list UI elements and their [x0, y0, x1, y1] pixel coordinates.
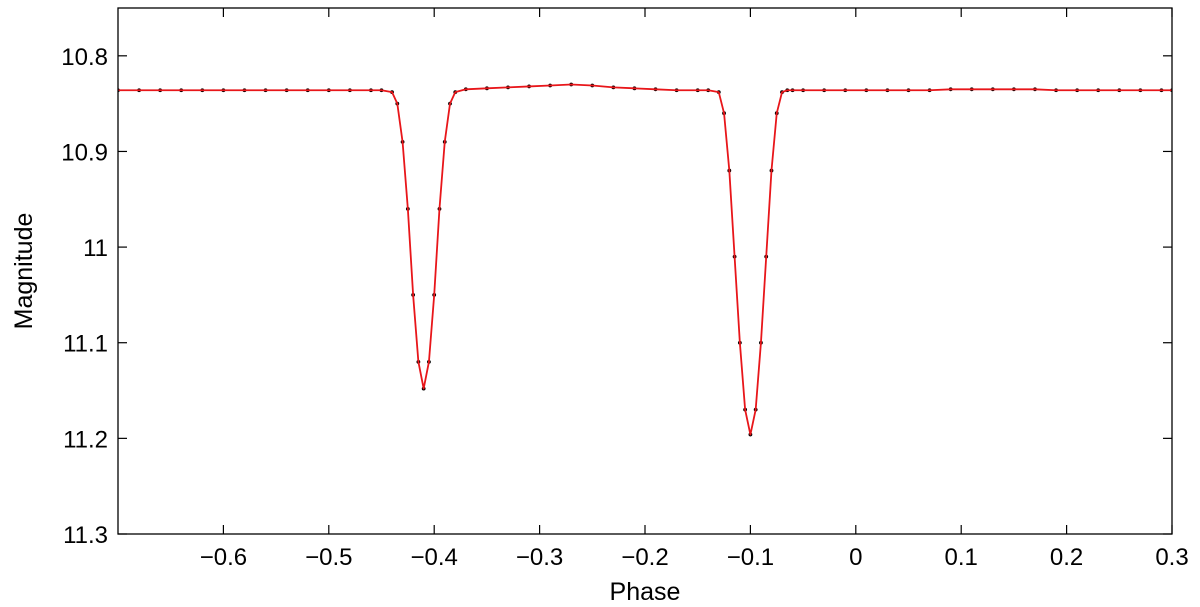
ticks-layer: −0.6 −0.5 −0.4 −0.3 −0.2 −0.1 0 0.1 0.2 0.3 10.8 10… — [61, 8, 1189, 571]
y-tick-label: 11.1 — [63, 331, 108, 358]
x-tick-label: −0.3 — [516, 544, 563, 571]
y-tick-label: 10.8 — [61, 44, 108, 71]
x-tick-label: −0.6 — [200, 544, 247, 571]
y-tick-label: 11.3 — [63, 522, 108, 549]
y-axis-label: Magnitude — [10, 213, 38, 330]
y-tick-label: 11.2 — [63, 426, 108, 453]
plot-frame — [117, 7, 1173, 535]
y-tick-label: 10.9 — [61, 139, 108, 166]
x-tick-label: −0.1 — [727, 544, 774, 571]
x-tick-label: −0.2 — [621, 544, 668, 571]
x-tick-label: −0.4 — [411, 544, 458, 571]
series-layer — [118, 82, 1172, 437]
y-tick-label: 11 — [83, 235, 108, 262]
x-tick-label: 0.1 — [945, 544, 978, 571]
x-tick-label: 0.3 — [1155, 544, 1188, 571]
observed-points — [118, 82, 1172, 437]
x-tick-label: 0.2 — [1050, 544, 1083, 571]
model-fit-line — [118, 83, 1172, 436]
x-tick-label: −0.5 — [305, 544, 352, 571]
x-tick-label: 0 — [849, 544, 862, 571]
x-axis-label: Phase — [610, 578, 681, 606]
